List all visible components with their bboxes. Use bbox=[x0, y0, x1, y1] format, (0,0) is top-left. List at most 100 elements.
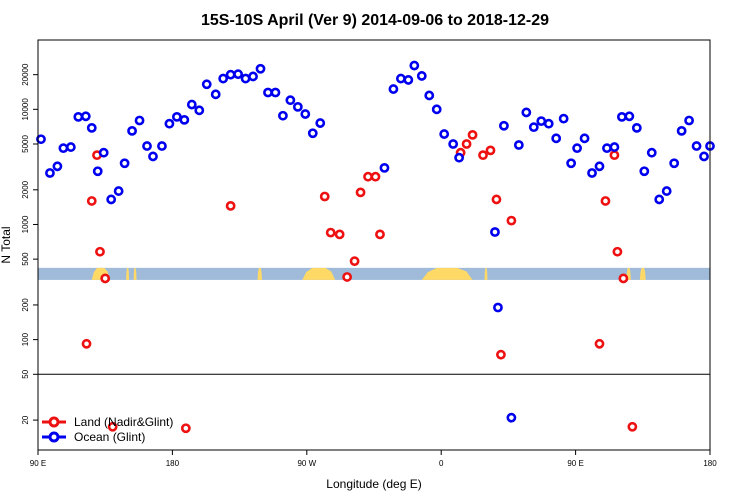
ocean-point bbox=[52, 161, 63, 172]
ocean-point bbox=[654, 194, 665, 205]
ocean-point bbox=[285, 95, 296, 106]
x-tick-label: 90 W bbox=[297, 459, 316, 468]
land-point bbox=[478, 150, 488, 161]
series-ocean bbox=[36, 60, 715, 423]
land-point bbox=[180, 423, 191, 434]
x-tick-label: 90 E bbox=[567, 459, 583, 468]
ocean-point bbox=[566, 158, 577, 169]
ocean-point bbox=[148, 151, 158, 162]
ocean-point bbox=[86, 122, 97, 133]
ocean-point bbox=[609, 142, 620, 152]
land-region bbox=[639, 267, 646, 280]
ocean-point bbox=[179, 114, 190, 125]
land-point bbox=[100, 273, 111, 284]
land-point bbox=[506, 215, 517, 226]
land-point bbox=[370, 171, 381, 182]
land-region bbox=[421, 267, 473, 280]
land-region bbox=[126, 267, 130, 280]
ocean-point bbox=[579, 133, 590, 144]
ocean-point bbox=[395, 73, 406, 84]
land-point bbox=[363, 171, 373, 182]
ocean-point bbox=[248, 71, 258, 82]
land-point bbox=[627, 421, 638, 432]
y-tick-label: 2000 bbox=[21, 180, 30, 198]
ocean-point bbox=[186, 99, 197, 110]
ocean-point bbox=[661, 186, 672, 196]
ocean-point bbox=[409, 60, 420, 71]
ocean-point bbox=[499, 120, 509, 131]
ocean-point bbox=[194, 105, 205, 116]
ocean-point bbox=[119, 158, 130, 169]
land-point bbox=[334, 229, 345, 240]
ocean-point bbox=[439, 129, 450, 139]
ocean-point bbox=[490, 227, 500, 237]
land-point bbox=[107, 421, 118, 432]
land-point bbox=[461, 139, 472, 149]
ocean-point bbox=[201, 79, 212, 90]
x-tick-label: 180 bbox=[166, 459, 180, 468]
ocean-point bbox=[218, 73, 229, 84]
ocean-point bbox=[233, 69, 244, 80]
x-tick-label: 180 bbox=[703, 459, 717, 468]
land-point bbox=[95, 246, 105, 257]
land-point bbox=[81, 338, 92, 349]
ocean-band bbox=[38, 267, 710, 280]
ocean-point bbox=[210, 89, 221, 100]
ocean-point bbox=[98, 147, 109, 158]
land-point bbox=[594, 338, 605, 349]
land-point bbox=[609, 150, 620, 161]
ocean-point bbox=[403, 75, 414, 85]
ocean-point bbox=[587, 168, 597, 178]
ocean-point bbox=[699, 151, 709, 162]
x-tick-label: 0 bbox=[439, 459, 444, 468]
plot-frame bbox=[37, 39, 711, 451]
ocean-point bbox=[113, 186, 124, 196]
ocean-point bbox=[521, 107, 532, 118]
ocean-point bbox=[624, 111, 635, 122]
land-point bbox=[319, 191, 330, 202]
y-tick-label: 500 bbox=[21, 252, 30, 266]
ocean-point bbox=[602, 143, 612, 154]
ocean-point bbox=[292, 101, 303, 112]
y-axis: 20 50 100 200 500 1000 2000 5000 10000 20000 bbox=[21, 63, 38, 425]
ocean-point bbox=[572, 143, 582, 154]
ocean-point bbox=[616, 111, 627, 122]
land-point bbox=[491, 194, 502, 205]
land-point bbox=[86, 196, 97, 206]
y-tick-label: 20 bbox=[21, 415, 30, 424]
y-tick-label: 1000 bbox=[21, 215, 30, 233]
ocean-point bbox=[558, 113, 569, 124]
ocean-point bbox=[536, 116, 547, 127]
ocean-point bbox=[45, 168, 55, 178]
ocean-point bbox=[379, 162, 390, 173]
ocean-point bbox=[278, 110, 288, 121]
legend-label-ocean: Ocean (Glint) bbox=[74, 430, 145, 444]
ocean-point bbox=[164, 118, 175, 129]
land-region bbox=[484, 267, 488, 280]
land-point bbox=[325, 227, 336, 238]
ocean-point bbox=[225, 69, 236, 80]
y-axis-label: N Total bbox=[0, 226, 13, 263]
ocean-point bbox=[676, 125, 687, 136]
ocean-point bbox=[65, 142, 76, 152]
ocean-point bbox=[36, 134, 46, 145]
legend-label-land: Land (Nadir&Glint) bbox=[74, 415, 173, 429]
y-tick-label: 20000 bbox=[21, 63, 30, 86]
land-point bbox=[355, 187, 366, 198]
land-region bbox=[302, 267, 336, 280]
ocean-point bbox=[454, 152, 465, 163]
ocean-point bbox=[448, 139, 459, 149]
ocean-point bbox=[684, 115, 694, 126]
ocean-point bbox=[646, 147, 657, 158]
ocean-point bbox=[58, 143, 69, 154]
ocean-point bbox=[388, 84, 399, 94]
ocean-point bbox=[240, 73, 251, 84]
y-tick-label: 50 bbox=[21, 369, 30, 378]
ocean-point bbox=[307, 128, 318, 139]
ocean-point bbox=[669, 158, 680, 169]
land-region bbox=[257, 267, 262, 280]
ocean-point bbox=[431, 104, 442, 115]
ocean-point bbox=[691, 141, 702, 151]
ocean-point bbox=[157, 141, 167, 151]
